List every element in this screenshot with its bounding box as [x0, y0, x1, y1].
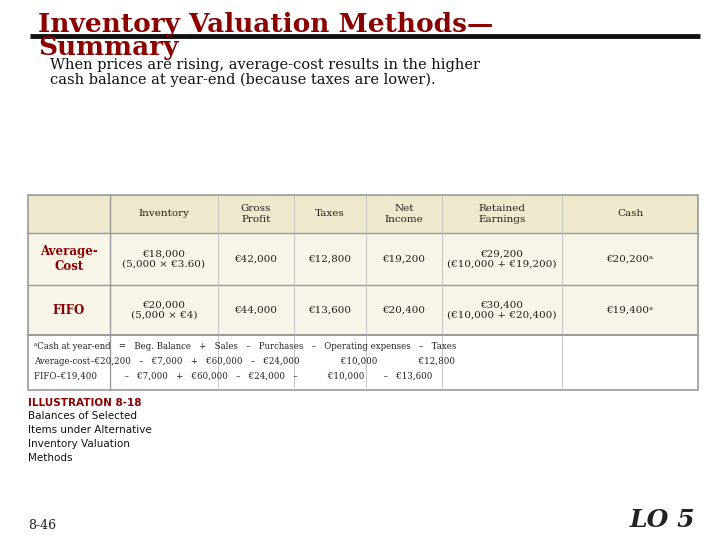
Text: Inventory: Inventory: [138, 210, 189, 219]
Text: Average-cost–€20,200   –   €7,000   +   €60,000   –   €24,000               €10,: Average-cost–€20,200 – €7,000 + €60,000 …: [34, 357, 455, 366]
Text: €12,800: €12,800: [308, 254, 351, 264]
Bar: [28, 195, 698, 335]
Text: Taxes: Taxes: [315, 210, 345, 219]
Text: €18,000
(5,000 × €3.60): €18,000 (5,000 × €3.60): [122, 249, 205, 269]
Bar: [28, 195, 698, 233]
Text: FIFO: FIFO: [53, 303, 85, 316]
Text: ILLUSTRATION 8-18: ILLUSTRATION 8-18: [28, 398, 142, 408]
Bar: [28, 233, 698, 285]
Text: €20,400: €20,400: [382, 306, 426, 314]
Text: Balances of Selected
Items under Alternative
Inventory Valuation
Methods: Balances of Selected Items under Alterna…: [28, 411, 152, 463]
Text: €20,200ᵃ: €20,200ᵃ: [606, 254, 654, 264]
Text: 8-46: 8-46: [28, 519, 56, 532]
Text: Retained
Earnings: Retained Earnings: [478, 204, 526, 224]
Bar: [28, 285, 698, 335]
Text: LO 5: LO 5: [629, 508, 695, 532]
Text: When prices are rising, average-cost results in the higher: When prices are rising, average-cost res…: [50, 58, 480, 72]
Text: Inventory Valuation Methods—: Inventory Valuation Methods—: [38, 12, 493, 37]
Text: Summary: Summary: [38, 35, 179, 60]
Text: ᵃCash at year-end   =   Beg. Balance   +   Sales   –   Purchases   –   Operating: ᵃCash at year-end = Beg. Balance + Sales…: [34, 342, 456, 351]
Bar: [28, 335, 698, 390]
Bar: [28, 335, 698, 390]
Text: €19,200: €19,200: [382, 254, 426, 264]
Text: Average-
Cost: Average- Cost: [40, 245, 98, 273]
Text: Cash: Cash: [617, 210, 643, 219]
Text: Net
Income: Net Income: [384, 204, 423, 224]
Text: Gross
Profit: Gross Profit: [240, 204, 271, 224]
Text: cash balance at year-end (because taxes are lower).: cash balance at year-end (because taxes …: [50, 73, 436, 87]
Text: €29,200
(€10,000 + €19,200): €29,200 (€10,000 + €19,200): [447, 249, 557, 269]
Text: FIFO–€19,400          –   €7,000   +   €60,000   –   €24,000   –           €10,0: FIFO–€19,400 – €7,000 + €60,000 – €24,00…: [34, 372, 433, 381]
Text: €20,000
(5,000 × €4): €20,000 (5,000 × €4): [131, 300, 197, 320]
Text: €13,600: €13,600: [308, 306, 351, 314]
Text: €30,400
(€10,000 + €20,400): €30,400 (€10,000 + €20,400): [447, 300, 557, 320]
Text: €19,400ᵃ: €19,400ᵃ: [606, 306, 654, 314]
Text: €44,000: €44,000: [235, 306, 277, 314]
Text: €42,000: €42,000: [235, 254, 277, 264]
